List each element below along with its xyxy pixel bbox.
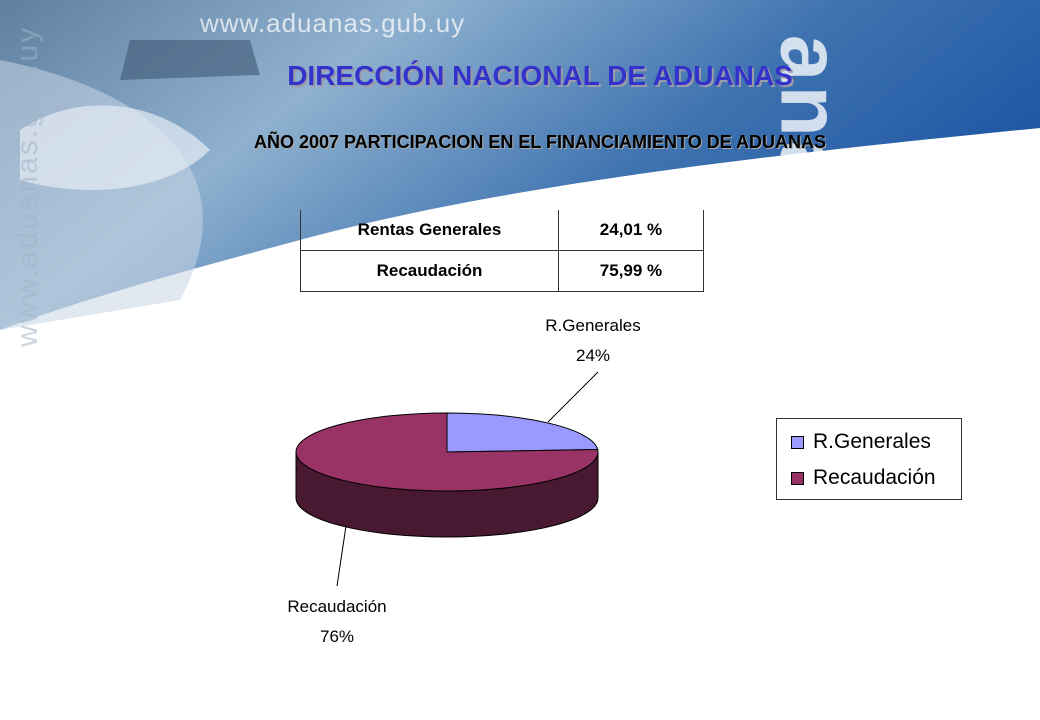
legend-swatch-recaudacion — [791, 471, 804, 485]
watermark-url: www.aduanas.gub.uy — [200, 8, 466, 38]
page-subtitle: AÑO 2007 PARTICIPACION EN EL FINANCIAMIE… — [253, 132, 827, 152]
legend-item-rgenerales: R.Generales — [791, 430, 931, 453]
table-cell-value: 75,99 % — [558, 250, 704, 292]
table-row: Rentas Generales 24,01 % — [300, 210, 704, 251]
financing-table: Rentas Generales 24,01 % Recaudación 75,… — [300, 210, 704, 292]
table-cell-label: Rentas Generales — [300, 210, 559, 251]
legend-swatch-rgenerales — [791, 435, 804, 449]
chart-legend: R.Generales Recaudación — [776, 418, 962, 500]
legend-label-recaudacion: Recaudación — [813, 466, 936, 489]
legend-item-recaudacion: Recaudación — [791, 466, 936, 489]
page-title: DIRECCIÓN NACIONAL DE ADUANAS — [287, 60, 793, 91]
table-cell-value: 24,01 % — [558, 210, 704, 251]
table-row: Recaudación 75,99 % — [300, 250, 704, 292]
table-cell-label: Recaudación — [300, 250, 559, 292]
legend-label-rgenerales: R.Generales — [813, 430, 931, 453]
